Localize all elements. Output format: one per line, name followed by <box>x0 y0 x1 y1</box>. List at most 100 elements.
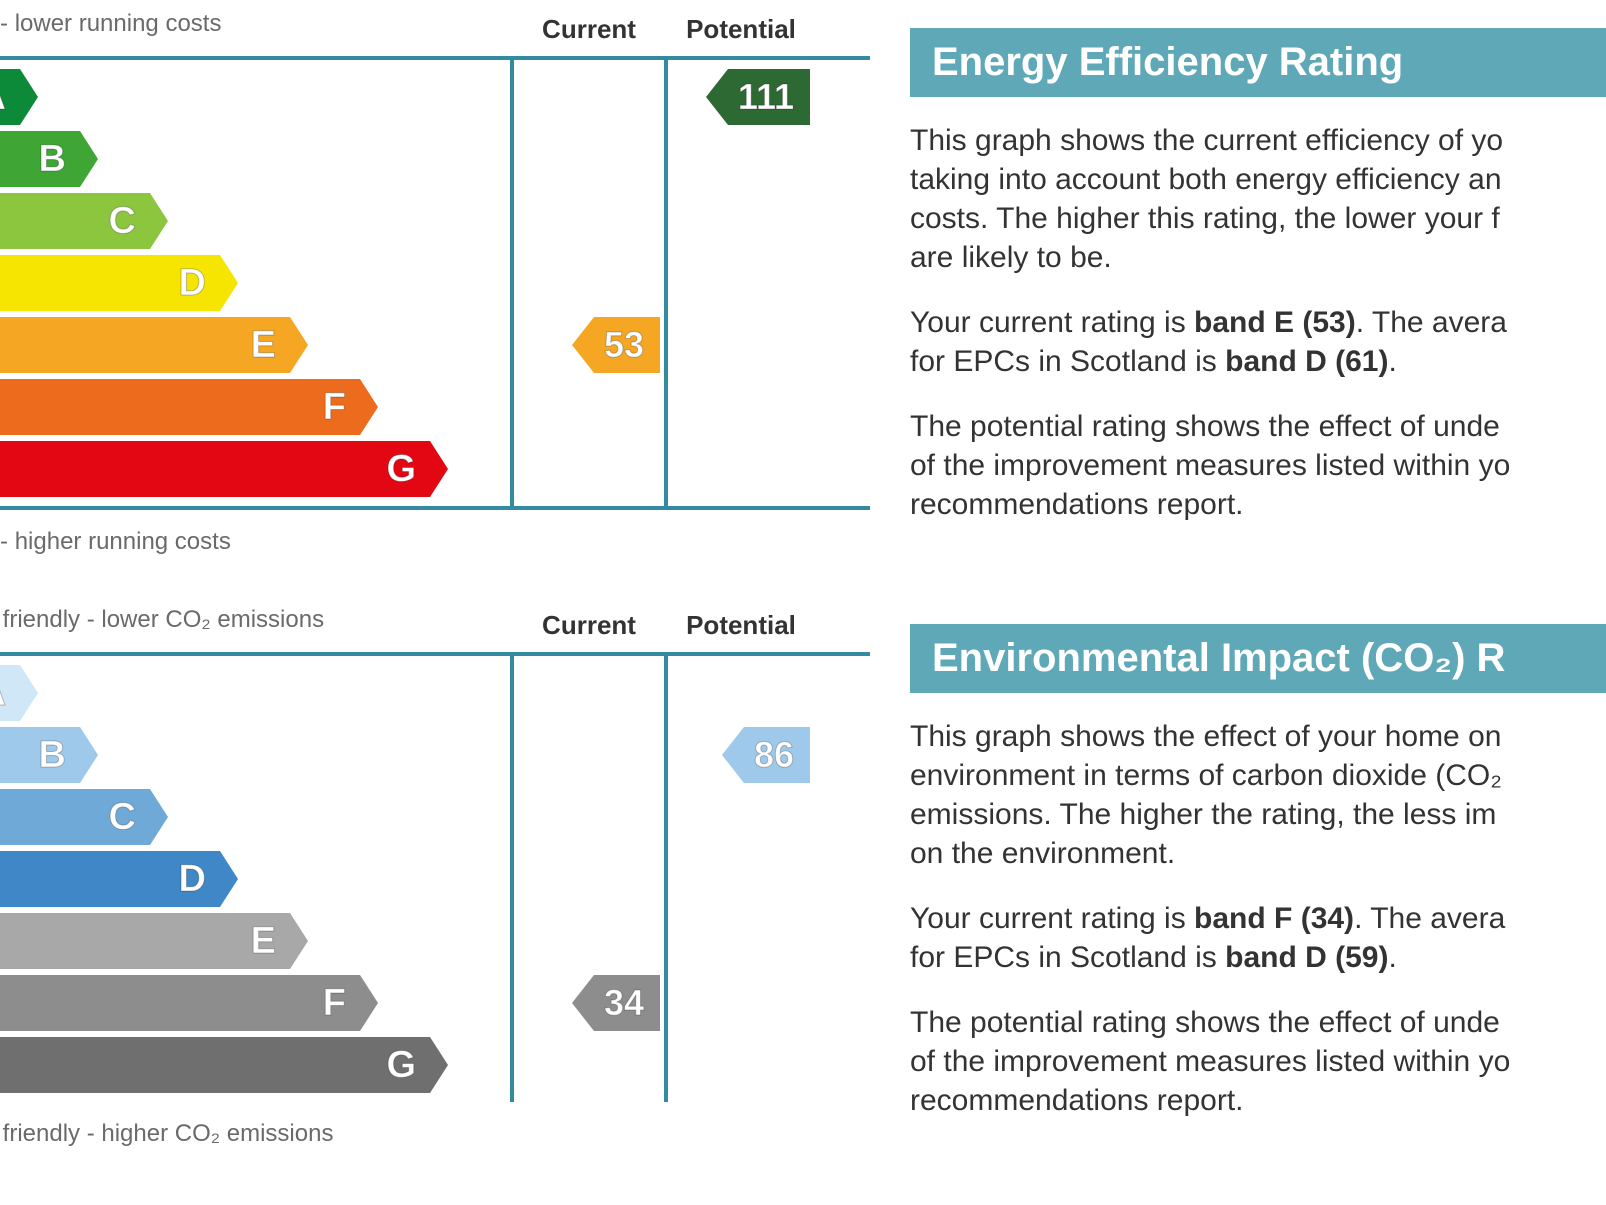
text: for EPCs in Scotland is <box>910 941 1225 974</box>
energy-band-bar-E: E <box>0 317 290 373</box>
energy-band-row-E: E <box>0 314 510 376</box>
env-potential-slot-F <box>668 972 814 1034</box>
energy-band-row-G: G <box>0 438 510 500</box>
energy-current-col: Current 53 <box>514 60 664 506</box>
text: This graph shows the effect of your home… <box>910 720 1501 753</box>
energy-current-arrow: 53 <box>594 317 660 373</box>
env-para1: This graph shows the effect of your home… <box>910 717 1606 873</box>
env-current-slot-C <box>514 786 664 848</box>
energy-chart: ent - lower running costs ABCDEFG Curren… <box>0 10 870 556</box>
energy-current-slot-E: 53 <box>514 314 664 376</box>
text: costs. The higher this rating, the lower… <box>910 202 1500 235</box>
energy-band-letter-B: B <box>39 138 66 181</box>
energy-band-letter-A: A <box>0 76 6 119</box>
env-band-bar-A: A <box>0 665 20 721</box>
env-current-slot-E <box>514 910 664 972</box>
bold: band D (61) <box>1225 345 1388 378</box>
text: recommendations report. <box>910 488 1244 521</box>
env-potential-arrow: 86 <box>744 727 810 783</box>
energy-potential-slot-A: 111 <box>668 66 814 128</box>
env-potential-header: Potential <box>668 610 814 641</box>
env-band-letter-A: A <box>0 672 6 715</box>
env-para3: The potential rating shows the effect of… <box>910 1003 1606 1120</box>
energy-potential-value: 111 <box>738 76 794 118</box>
env-band-letter-F: F <box>323 982 346 1025</box>
env-potential-slot-G <box>668 1034 814 1096</box>
text: recommendations report. <box>910 1084 1244 1117</box>
energy-text: Energy Efficiency Rating This graph show… <box>870 10 1606 550</box>
energy-band-row-A: A <box>0 66 510 128</box>
energy-band-letter-G: G <box>386 448 416 491</box>
energy-band-bar-G: G <box>0 441 430 497</box>
env-band-letter-G: G <box>386 1044 416 1087</box>
env-band-row-D: D <box>0 848 510 910</box>
env-current-slot-F: 34 <box>514 972 664 1034</box>
env-band-row-C: C <box>0 786 510 848</box>
env-bars: ABCDE FG <box>0 656 510 1102</box>
energy-potential-slot-E <box>668 314 814 376</box>
bold: band D (59) <box>1225 941 1388 974</box>
text: . <box>1389 345 1397 378</box>
energy-band-row-C: C <box>0 190 510 252</box>
env-current-col: Current 34 <box>514 656 664 1102</box>
text: on the environment. <box>910 837 1175 870</box>
text: emissions. The higher the rating, the le… <box>910 798 1496 831</box>
env-chart: ally friendly - lower CO₂ emissions ABCD… <box>0 606 870 1148</box>
energy-current-value: 53 <box>604 324 644 366</box>
env-text: Environmental Impact (CO₂) R This graph … <box>870 606 1606 1146</box>
env-potential-value: 86 <box>754 734 794 776</box>
energy-band-bar-D: D <box>0 255 220 311</box>
env-chart-body: ABCDE FG Current 34 Potential 86 <box>0 652 870 1102</box>
env-potential-slot-D <box>668 848 814 910</box>
energy-potential-slot-C <box>668 190 814 252</box>
energy-potential-col: Potential 111 <box>664 60 814 506</box>
text: The potential rating shows the effect of… <box>910 1006 1500 1039</box>
energy-band-row-F: F <box>0 376 510 438</box>
energy-band-letter-C: C <box>109 200 136 243</box>
env-band-bar-F: F <box>0 975 360 1031</box>
energy-para3: The potential rating shows the effect of… <box>910 407 1606 524</box>
env-current-slot-B <box>514 724 664 786</box>
energy-current-slot-A <box>514 66 664 128</box>
env-band-letter-C: C <box>109 796 136 839</box>
env-current-slot-D <box>514 848 664 910</box>
env-band-letter-B: B <box>39 734 66 777</box>
text: of the improvement measures listed withi… <box>910 1045 1510 1078</box>
bold: band F (34) <box>1194 902 1354 935</box>
energy-band-bar-C: C <box>0 193 150 249</box>
text: for EPCs in Scotland is <box>910 345 1225 378</box>
env-bottom-label: ally friendly - higher CO₂ emissions <box>0 1120 870 1148</box>
energy-section-header: Energy Efficiency Rating <box>910 28 1606 97</box>
env-potential-slot-A <box>668 662 814 724</box>
env-band-row-F: F <box>0 972 510 1034</box>
energy-band-row-D: D <box>0 252 510 314</box>
energy-current-slot-G <box>514 438 664 500</box>
energy-potential-slot-F <box>668 376 814 438</box>
bold: band E (53) <box>1194 306 1356 339</box>
env-potential-slot-B: 86 <box>668 724 814 786</box>
env-band-row-B: B <box>0 724 510 786</box>
energy-current-header: Current <box>514 14 664 45</box>
energy-band-letter-F: F <box>323 386 346 429</box>
energy-columns: Current 53 Potential 111 <box>510 60 814 506</box>
energy-band-letter-E: E <box>251 324 276 367</box>
text: Your current rating is <box>910 306 1194 339</box>
env-potential-col: Potential 86 <box>664 656 814 1102</box>
env-columns: Current 34 Potential 86 <box>510 656 814 1102</box>
text: . <box>1389 941 1397 974</box>
env-potential-slot-C <box>668 786 814 848</box>
env-band-bar-B: B <box>0 727 80 783</box>
text: environment in terms of carbon dioxide (… <box>910 759 1502 792</box>
energy-current-slot-D <box>514 252 664 314</box>
energy-band-bar-A: A <box>0 69 20 125</box>
energy-band-letter-D: D <box>179 262 206 305</box>
energy-current-slot-F <box>514 376 664 438</box>
energy-potential-slot-G <box>668 438 814 500</box>
text: Your current rating is <box>910 902 1194 935</box>
env-band-letter-E: E <box>251 920 276 963</box>
energy-para2: Your current rating is band E (53). The … <box>910 303 1606 381</box>
epc-page: ent - lower running costs ABCDEFG Curren… <box>0 0 1606 1205</box>
env-current-header: Current <box>514 610 664 641</box>
energy-band-bar-B: B <box>0 131 80 187</box>
energy-current-slot-C <box>514 190 664 252</box>
